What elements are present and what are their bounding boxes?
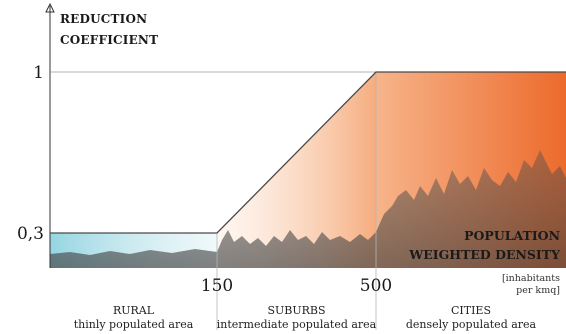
region-desc-0: thinly populated area <box>74 318 194 331</box>
x-tick-label-0: 150 <box>201 276 233 296</box>
city-skyline-illustration <box>50 150 566 268</box>
y-tick-labels: 0,31 <box>17 63 44 244</box>
region-name-2: CITIES <box>451 304 491 317</box>
y-axis-title-line-2: COEFFICIENT <box>60 33 158 47</box>
region-desc-2: densely populated area <box>406 318 537 331</box>
x-tick-label-1: 500 <box>360 276 392 296</box>
y-axis-arrow-icon <box>45 2 55 13</box>
region-name-0: RURAL <box>113 304 155 317</box>
x-axis-title-line-2: WEIGHTED DENSITY <box>408 247 561 262</box>
skyline-silhouette <box>50 150 566 268</box>
region-name-1: SUBURBS <box>267 304 325 317</box>
y-tick-label-1: 1 <box>33 63 44 83</box>
y-tick-label-0: 0,3 <box>17 224 44 244</box>
y-axis-title-line-1: REDUCTION <box>60 12 147 26</box>
region-desc-1: intermediate populated area <box>217 318 377 331</box>
x-axis-units-line-2: per kmq] <box>516 285 560 296</box>
series-line-coefficient <box>50 71 566 234</box>
x-axis-units-line-1: [inhabitants <box>502 273 560 284</box>
suburbs-fill <box>217 72 376 268</box>
x-tick-labels: 150 500 <box>201 276 392 296</box>
x-axis-title-line-1: POPULATION <box>464 228 560 243</box>
